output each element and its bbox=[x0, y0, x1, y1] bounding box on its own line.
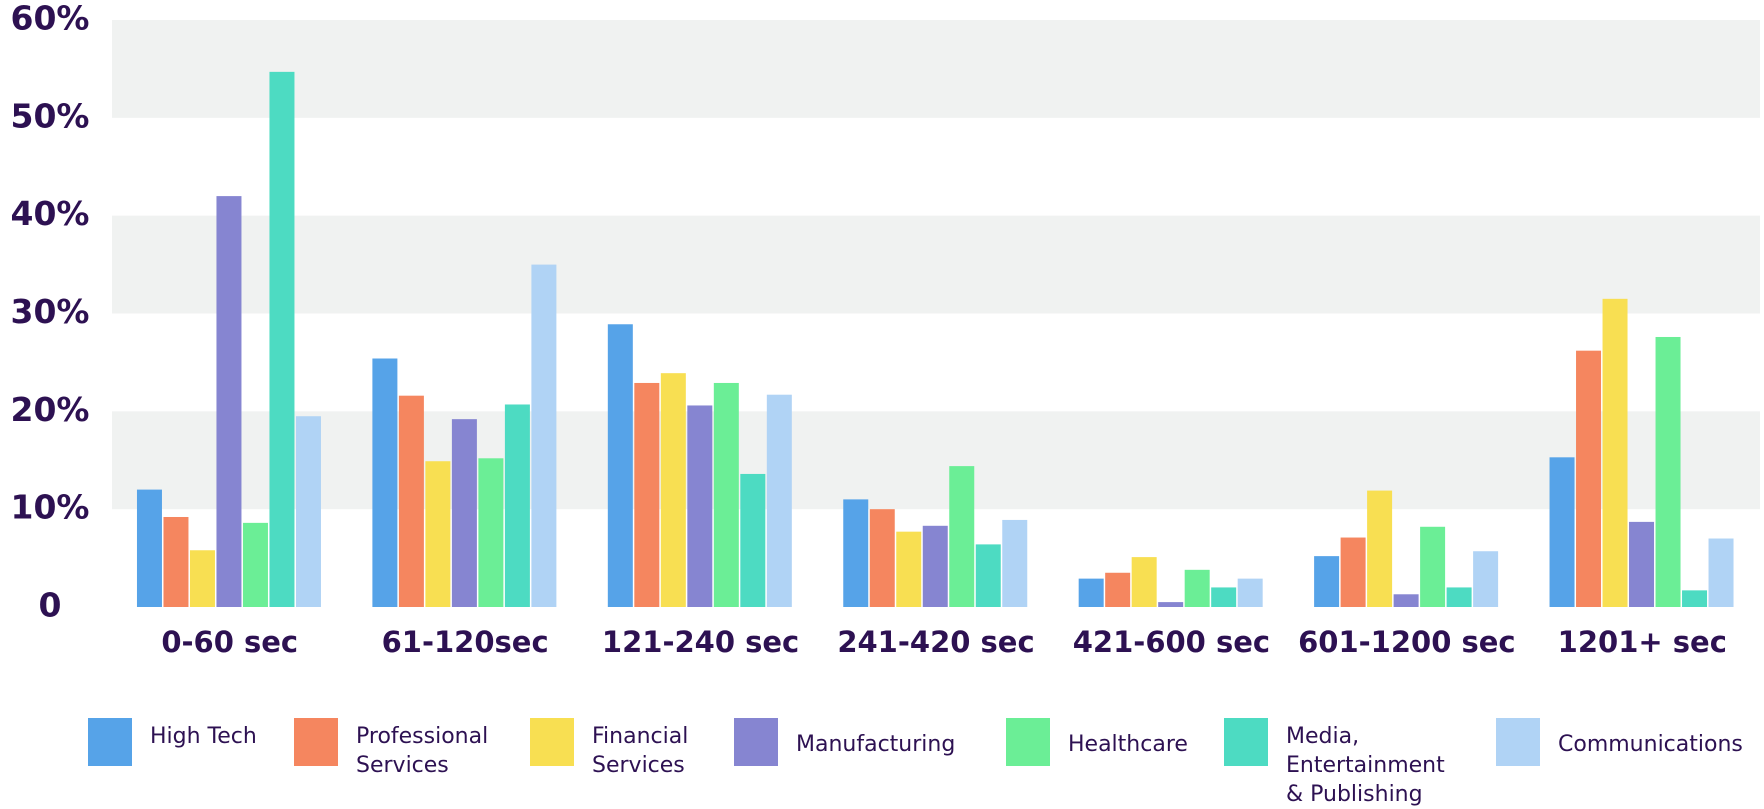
bar bbox=[975, 544, 1001, 607]
x-tick-label: 1201+ sec bbox=[1558, 625, 1727, 659]
bar bbox=[1629, 521, 1655, 607]
bar bbox=[1131, 557, 1157, 607]
bar bbox=[1314, 556, 1340, 607]
legend-swatch bbox=[1006, 718, 1050, 766]
bar bbox=[1184, 569, 1210, 607]
legend-swatch bbox=[1496, 718, 1540, 766]
legend-item: Professional Services bbox=[294, 718, 530, 809]
bar bbox=[1237, 578, 1263, 607]
x-tick-label: 421-600 sec bbox=[1073, 625, 1270, 659]
y-tick-label: 50% bbox=[11, 96, 90, 135]
bar bbox=[1602, 298, 1628, 607]
x-tick-label: 61-120sec bbox=[382, 625, 549, 659]
bar bbox=[451, 419, 477, 607]
y-tick-label: 40% bbox=[11, 194, 90, 233]
bar bbox=[869, 509, 895, 607]
legend-swatch bbox=[530, 718, 574, 766]
legend-swatch bbox=[1224, 718, 1268, 766]
bar bbox=[425, 461, 451, 607]
bar bbox=[189, 550, 215, 607]
legend-item: Communications bbox=[1496, 718, 1756, 809]
legend: High Tech Professional Services Financial … bbox=[88, 718, 1764, 809]
bar bbox=[1655, 336, 1681, 607]
chart: 0 10% 20% 30% 40% 50% 60% 0-60 sec 61-120sec 121-… bbox=[11, 0, 1760, 659]
bar bbox=[1393, 594, 1419, 607]
bar bbox=[1576, 350, 1602, 607]
grid bbox=[112, 20, 1760, 510]
legend-swatch bbox=[294, 718, 338, 766]
bar bbox=[1549, 457, 1575, 607]
bar bbox=[1473, 551, 1499, 607]
legend-label: Financial Services bbox=[592, 724, 689, 778]
bar bbox=[295, 416, 321, 607]
legend-label: Professional Services bbox=[356, 724, 489, 778]
bar bbox=[1158, 602, 1184, 607]
bar bbox=[1708, 538, 1734, 607]
bar bbox=[242, 522, 268, 607]
bar bbox=[843, 499, 869, 607]
legend-label: High Tech bbox=[150, 724, 257, 749]
x-tick-label: 241-420 sec bbox=[837, 625, 1034, 659]
bar bbox=[269, 71, 295, 607]
legend-item: Manufacturing bbox=[734, 718, 1006, 809]
bar bbox=[1105, 572, 1131, 607]
bar bbox=[531, 264, 557, 607]
bar bbox=[504, 404, 530, 607]
bar bbox=[1211, 587, 1237, 607]
bar bbox=[398, 395, 424, 607]
bar bbox=[1340, 537, 1366, 607]
bar bbox=[216, 196, 242, 607]
bar bbox=[634, 382, 660, 607]
bar bbox=[896, 531, 922, 607]
bar bbox=[372, 358, 398, 607]
bar bbox=[1446, 587, 1472, 607]
legend-label: Communications bbox=[1558, 732, 1743, 757]
bar bbox=[1367, 490, 1393, 607]
legend-item: Financial Services bbox=[530, 718, 734, 809]
bar bbox=[163, 516, 189, 607]
bar bbox=[1682, 590, 1708, 607]
bar bbox=[607, 324, 633, 607]
y-tick-label: 30% bbox=[11, 292, 90, 331]
x-tick-label: 0-60 sec bbox=[161, 625, 298, 659]
bar bbox=[949, 466, 975, 607]
y-tick-label: 20% bbox=[11, 390, 90, 429]
bar bbox=[478, 458, 504, 607]
legend-item: High Tech bbox=[88, 718, 294, 809]
legend-label: Media, Entertainment & Publishing bbox=[1286, 724, 1445, 807]
grid-band bbox=[112, 411, 1760, 510]
bar bbox=[1420, 526, 1446, 607]
bar bbox=[687, 405, 713, 607]
legend-label: Healthcare bbox=[1068, 732, 1188, 757]
y-tick-label: 60% bbox=[11, 0, 90, 38]
x-tick-label: 121-240 sec bbox=[602, 625, 799, 659]
bar bbox=[660, 373, 686, 607]
y-tick-label: 10% bbox=[11, 488, 90, 527]
bar bbox=[766, 394, 792, 607]
legend-swatch bbox=[88, 718, 132, 766]
legend-item: Media, Entertainment & Publishing bbox=[1224, 718, 1496, 809]
x-tick-label: 601-1200 sec bbox=[1298, 625, 1516, 659]
bar bbox=[1078, 578, 1104, 607]
legend-item: Healthcare bbox=[1006, 718, 1224, 809]
bar bbox=[1002, 519, 1028, 607]
bar bbox=[136, 489, 162, 607]
legend-swatch bbox=[734, 718, 778, 766]
legend-label: Manufacturing bbox=[796, 732, 956, 757]
bar bbox=[713, 382, 739, 607]
bar bbox=[922, 525, 948, 607]
bar bbox=[740, 473, 766, 607]
grid-band bbox=[112, 20, 1760, 118]
y-tick-label: 0 bbox=[39, 586, 62, 625]
grid-band bbox=[112, 215, 1760, 314]
